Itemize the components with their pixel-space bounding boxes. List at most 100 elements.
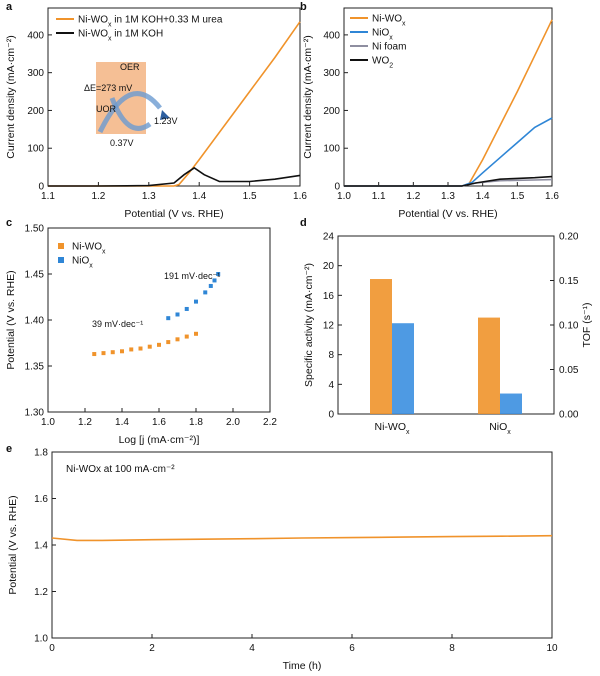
- y-tick-label: 0.20: [559, 232, 579, 243]
- data-point: [120, 349, 124, 354]
- y-tick-label: 200: [27, 106, 44, 117]
- inset-delta: ΔE=273 mV: [84, 83, 132, 93]
- x-tick-label: 1.4: [476, 191, 490, 202]
- x-tick-label: 1.2: [78, 417, 92, 428]
- data-point: [166, 340, 171, 345]
- panel-letter-c: c: [6, 217, 12, 229]
- data-point: [92, 352, 97, 357]
- y-tick-label: 300: [27, 68, 44, 79]
- y-tick-label: 8: [328, 350, 334, 361]
- y-tick-label: 1.4: [34, 541, 48, 552]
- x-tick-label: 1.1: [372, 191, 386, 202]
- y-tick-label: 16: [323, 291, 335, 302]
- inset-left-value: 0.37V: [110, 138, 134, 148]
- x-tick-label: 10: [546, 643, 558, 654]
- x-tick-label: 2.0: [226, 417, 240, 428]
- data-point: [184, 306, 189, 311]
- x-tick-label: 1.0: [41, 417, 55, 428]
- legend-label: Ni-WOx in 1M KOH+0.33 M urea: [78, 15, 223, 29]
- panel-letter-d: d: [300, 217, 307, 229]
- y-tick-label: 0: [38, 182, 44, 193]
- x-axis-title: Time (h): [283, 660, 322, 672]
- y-tick-label: 0.15: [559, 276, 579, 287]
- panel-letter-b: b: [300, 1, 307, 13]
- y-axis-title: Potential (V vs. RHE): [5, 270, 17, 369]
- x-tick-label: 1.6: [545, 191, 559, 202]
- y-tick-label: 100: [323, 144, 340, 155]
- x-axis-title: Potential (V vs. RHE): [124, 208, 223, 220]
- data-point: [110, 350, 115, 355]
- data-point: [194, 331, 198, 336]
- y-axis-title-right: TOF (s⁻¹): [581, 302, 593, 347]
- slope-label: 191 mV·dec⁻¹: [164, 271, 220, 281]
- y-tick-label: 0.05: [559, 365, 579, 376]
- y-tick-label: 12: [323, 321, 335, 332]
- y-axis-title-left: Specific activity (mA·cm⁻²): [303, 263, 315, 387]
- y-axis-title: Current density (mA·cm⁻²): [5, 35, 17, 158]
- legend-label: WO2: [372, 56, 393, 70]
- data-point: [166, 316, 171, 321]
- data-point: [184, 334, 189, 339]
- category-label: Ni-WOx: [375, 421, 411, 436]
- y-tick-label: 1.6: [34, 494, 48, 505]
- oer-arrow: [97, 91, 162, 134]
- legend-label: NiOx: [372, 28, 393, 42]
- x-tick-label: 2: [149, 643, 155, 654]
- x-tick-label: 1.6: [293, 191, 307, 202]
- bar: [500, 393, 522, 414]
- x-tick-label: 1.6: [152, 417, 166, 428]
- y-tick-label: 1.2: [34, 587, 48, 598]
- x-axis-title: Potential (V vs. RHE): [398, 208, 497, 220]
- inset-right-value: 1.23V: [154, 116, 178, 126]
- y-tick-label: 1.40: [25, 316, 45, 327]
- series-line-a-0: [48, 21, 301, 187]
- x-tick-label: 1.2: [406, 191, 420, 202]
- series-line-b-3: [344, 175, 553, 187]
- legend-label: NiOx: [72, 256, 93, 270]
- x-tick-label: 2.2: [263, 417, 277, 428]
- x-tick-label: 0: [49, 643, 55, 654]
- panel-letter-e: e: [6, 443, 12, 455]
- y-tick-label: 20: [323, 261, 335, 272]
- series-line-b-1: [344, 117, 553, 187]
- inset-label: UOR: [96, 104, 117, 114]
- plot-frame: [51, 451, 553, 639]
- legend-label: Ni-WOx in 1M KOH: [78, 29, 163, 43]
- x-tick-label: 1.0: [337, 191, 351, 202]
- x-tick-label: 4: [249, 643, 255, 654]
- legend-label: Ni-WOx: [372, 14, 406, 28]
- uor-arrow: [109, 97, 152, 131]
- y-tick-label: 1.45: [25, 270, 45, 281]
- y-tick-label: 1.30: [25, 408, 45, 419]
- y-tick-label: 4: [328, 380, 334, 391]
- y-tick-label: 200: [323, 106, 340, 117]
- y-tick-label: 300: [323, 68, 340, 79]
- data-point: [147, 344, 152, 349]
- y-tick-label: 1.35: [25, 362, 45, 373]
- x-axis-title: Log [j (mA·cm⁻²)]: [119, 434, 200, 446]
- y-tick-label: 400: [323, 30, 340, 41]
- inset-diagram: OER UOR ΔE=273 mV 0.37V 1.23V: [84, 62, 178, 148]
- x-tick-label: 8: [449, 643, 455, 654]
- x-tick-label: 1.5: [243, 191, 257, 202]
- y-tick-label: 0: [328, 410, 334, 421]
- y-tick-label: 0: [334, 182, 340, 193]
- x-tick-label: 1.3: [441, 191, 455, 202]
- x-tick-label: 1.4: [192, 191, 206, 202]
- data-point: [194, 299, 198, 304]
- data-point: [175, 312, 180, 317]
- data-point: [203, 290, 208, 295]
- slope-label: 39 mV·dec⁻¹: [92, 319, 143, 329]
- data-point: [157, 342, 161, 347]
- x-tick-label: 1.4: [115, 417, 129, 428]
- y-tick-label: 1.8: [34, 448, 48, 459]
- y-tick-label: 400: [27, 30, 44, 41]
- x-tick-label: 1.1: [41, 191, 55, 202]
- category-label: NiOx: [489, 421, 511, 436]
- y-axis-title: Current density (mA·cm⁻²): [302, 35, 314, 158]
- y-axis-title: Potential (V vs. RHE): [7, 495, 19, 594]
- legend-label: Ni foam: [372, 42, 406, 53]
- y-tick-label: 24: [323, 232, 335, 243]
- data-point: [101, 351, 106, 356]
